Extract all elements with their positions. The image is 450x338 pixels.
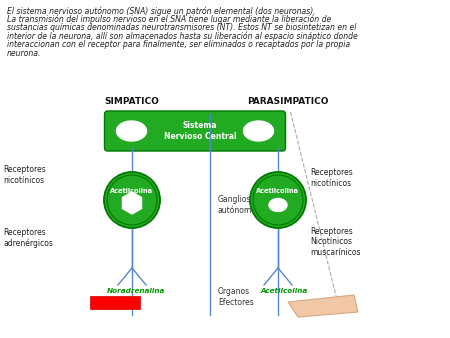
Text: Organos
Efectores: Organos Efectores [218,287,254,307]
Text: Receptores
nicotínicos: Receptores nicotínicos [310,168,353,188]
Text: Acetilcolina: Acetilcolina [260,288,307,294]
Text: interior de la neurona, allí son almacenados hasta su liberación al espacio siná: interior de la neurona, allí son almacen… [7,31,358,41]
Text: Receptores
nicotínicos: Receptores nicotínicos [3,165,46,185]
Text: sustancias químicas denominadas neurotransmisores (NT). Estos NT se biosintetiza: sustancias químicas denominadas neurotra… [7,23,356,32]
Circle shape [104,172,160,228]
Ellipse shape [269,198,287,212]
Ellipse shape [117,121,147,141]
Text: Noradrenalina: Noradrenalina [107,288,166,294]
Text: El sistema nervioso autónomo (SNA) sigue un patrón elemental (dos neuronas).: El sistema nervioso autónomo (SNA) sigue… [7,6,316,16]
Ellipse shape [243,121,274,141]
Text: Ganglios
autónomos: Ganglios autónomos [218,195,261,215]
Text: Receptores
adrenérgicos: Receptores adrenérgicos [3,228,53,248]
Text: Acetilcolina: Acetilcolina [256,188,300,194]
Text: Acetilcolina: Acetilcolina [110,188,153,194]
Text: La transmisión del impulso nervioso en el SNA tiene lugar mediante la liberación: La transmisión del impulso nervioso en e… [7,15,331,24]
Text: neurona.: neurona. [7,48,41,57]
FancyBboxPatch shape [104,111,285,151]
Circle shape [250,172,306,228]
Polygon shape [122,192,142,214]
Polygon shape [288,295,358,317]
Text: SIMPATICO: SIMPATICO [104,97,159,106]
Text: Sistema
Nervioso Central: Sistema Nervioso Central [164,121,236,141]
Text: Receptores
Nicotínicos
muscarínicos: Receptores Nicotínicos muscarínicos [310,227,360,257]
Text: interaccionan con el receptor para finalmente, ser eliminados o recaptados por l: interaccionan con el receptor para final… [7,40,350,49]
FancyBboxPatch shape [90,296,140,309]
Text: PARASIMPATICO: PARASIMPATICO [247,97,329,106]
